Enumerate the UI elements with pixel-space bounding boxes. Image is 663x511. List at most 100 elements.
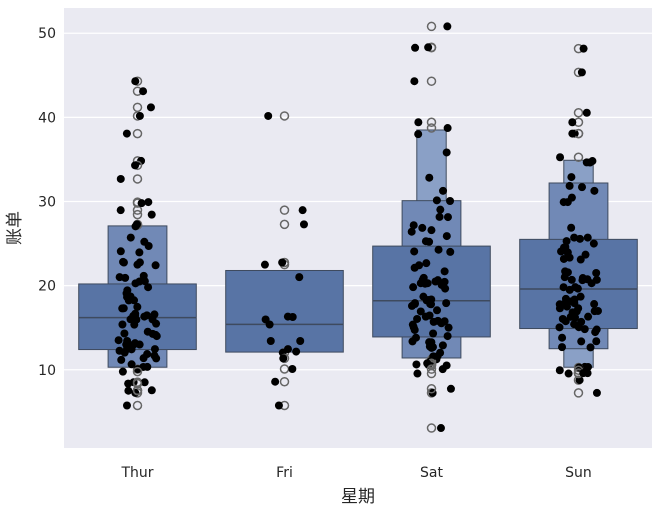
data-point <box>139 87 148 96</box>
data-point <box>419 273 428 282</box>
data-point <box>583 233 592 242</box>
data-point <box>559 283 568 292</box>
data-point <box>555 323 564 332</box>
data-point <box>574 304 583 313</box>
data-point <box>264 111 273 120</box>
data-point <box>565 181 574 190</box>
y-tick-label: 20 <box>38 279 56 295</box>
outlier-point <box>132 174 143 184</box>
data-point <box>288 313 297 322</box>
data-point <box>425 311 434 320</box>
data-point <box>443 213 452 222</box>
data-point <box>582 158 591 167</box>
data-point <box>418 223 427 232</box>
data-point <box>131 161 140 170</box>
outlier-point <box>573 388 584 398</box>
data-point <box>446 247 455 256</box>
data-point <box>143 362 152 371</box>
data-point <box>438 365 447 374</box>
data-point <box>413 314 422 323</box>
data-point <box>446 196 455 205</box>
data-point <box>261 315 270 324</box>
data-point <box>568 129 577 138</box>
data-point <box>576 255 585 264</box>
data-point <box>567 173 576 182</box>
data-point <box>116 206 125 215</box>
outlier-point <box>426 21 437 32</box>
data-point <box>567 223 576 232</box>
data-point <box>410 77 419 86</box>
data-point <box>150 345 159 354</box>
data-point <box>434 245 443 254</box>
data-point <box>589 239 598 248</box>
data-point <box>442 148 451 157</box>
data-point <box>124 291 133 300</box>
data-point <box>442 232 451 241</box>
data-point <box>432 196 441 205</box>
data-point <box>586 343 595 352</box>
outlier-point <box>426 384 437 394</box>
data-point <box>140 237 149 246</box>
outlier-point <box>279 219 290 230</box>
data-point <box>576 292 585 301</box>
data-point <box>126 233 135 242</box>
data-point <box>579 369 588 378</box>
data-point <box>431 277 440 286</box>
data-point <box>567 193 576 202</box>
data-point <box>142 311 151 320</box>
data-point <box>283 345 292 354</box>
data-point <box>117 355 126 364</box>
data-point <box>122 129 131 138</box>
data-point <box>558 333 567 342</box>
data-point <box>118 320 127 329</box>
y-tick-label: 30 <box>38 194 56 210</box>
data-point <box>442 299 451 308</box>
data-point <box>410 263 419 272</box>
y-tick-labels: 10 20 30 40 50 <box>38 26 56 379</box>
data-point <box>573 284 582 293</box>
data-point <box>144 198 153 207</box>
data-point <box>408 320 417 329</box>
data-point <box>577 317 586 326</box>
data-point <box>151 330 160 339</box>
data-point <box>411 43 420 52</box>
data-point <box>567 275 576 284</box>
data-point <box>150 310 159 319</box>
data-point <box>413 369 422 378</box>
outlier-point <box>132 378 143 389</box>
data-point <box>412 360 421 369</box>
data-point <box>436 205 445 214</box>
x-tick-label: Sat <box>420 465 443 481</box>
data-point <box>118 367 127 376</box>
data-point <box>296 336 305 345</box>
outlier-point <box>132 366 143 377</box>
outlier-point <box>426 117 437 127</box>
outlier-point <box>426 364 437 374</box>
data-point <box>429 317 438 326</box>
data-point <box>121 273 130 282</box>
data-point <box>288 365 297 374</box>
data-point <box>581 250 590 259</box>
outlier-point <box>132 400 143 411</box>
outlier-point <box>573 107 584 118</box>
data-point <box>414 130 423 139</box>
data-point <box>135 340 144 349</box>
x-tick-labels: Thur Fri Sat Sun <box>120 465 591 481</box>
data-point <box>143 350 152 359</box>
data-point <box>127 360 136 369</box>
data-point <box>122 340 131 349</box>
data-point <box>590 307 599 316</box>
data-point <box>140 378 149 387</box>
data-point <box>410 247 419 256</box>
data-point <box>144 283 153 292</box>
data-point <box>559 254 568 263</box>
outlier-point <box>132 209 143 220</box>
data-point <box>438 341 447 350</box>
data-point <box>579 44 588 53</box>
data-point <box>274 401 283 410</box>
data-point <box>147 210 156 219</box>
data-point <box>568 118 577 127</box>
data-point <box>590 300 599 309</box>
data-point <box>584 362 593 371</box>
data-point <box>561 267 570 276</box>
